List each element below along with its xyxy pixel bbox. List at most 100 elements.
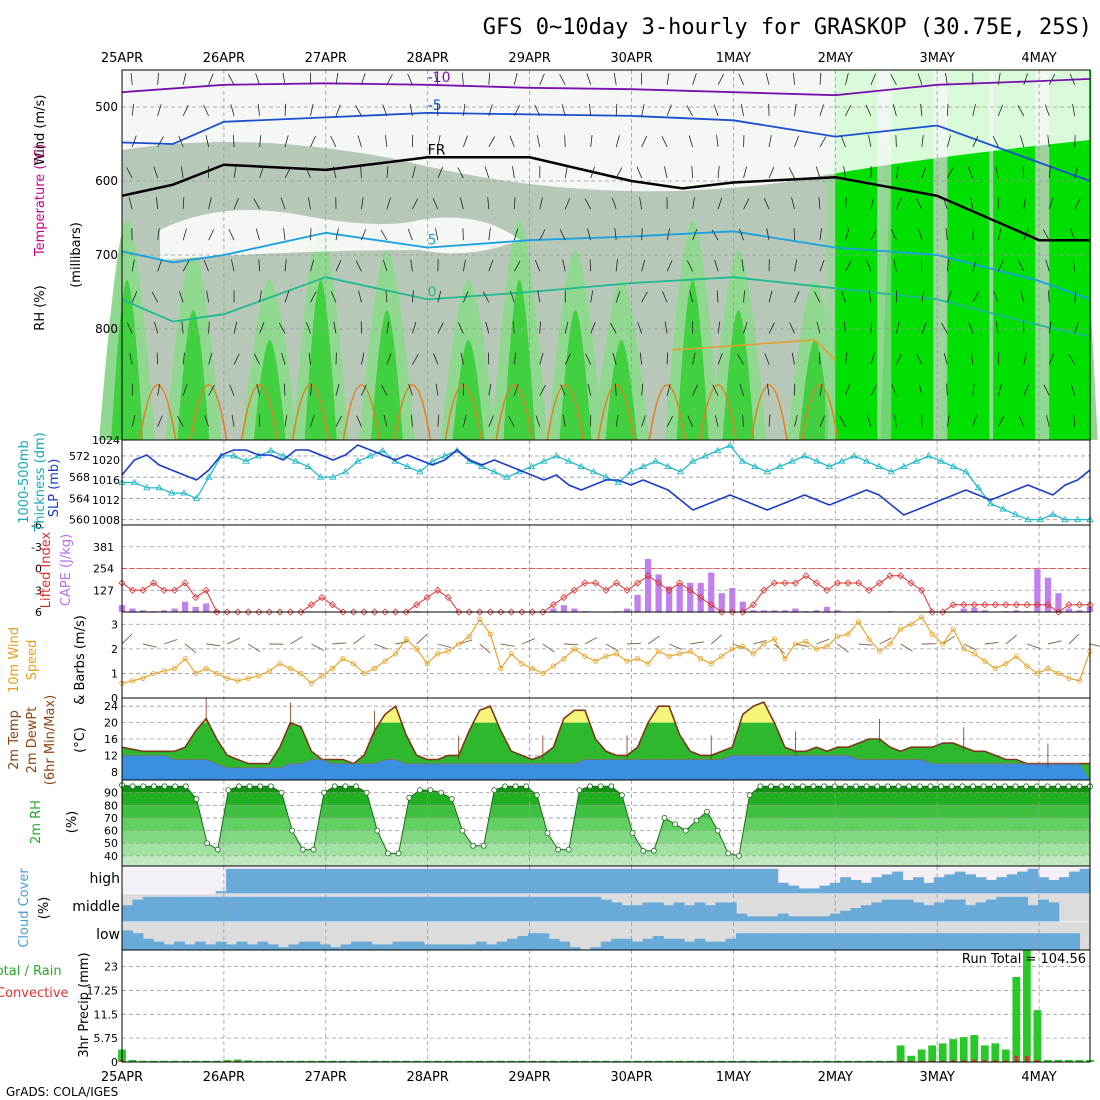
p1-wind-barb — [845, 260, 852, 272]
p1-wind-barb — [614, 228, 617, 241]
p7-cloud-low — [944, 933, 956, 950]
p6-rh-marker — [799, 783, 806, 790]
p7-cloud-high — [465, 868, 477, 894]
p4-speed-marker — [203, 665, 209, 672]
p1-wind-barb — [1048, 353, 1054, 365]
p1-wind-barb — [462, 103, 466, 116]
p7-cloud-low — [236, 941, 248, 950]
p1-wind-barb — [891, 229, 897, 241]
p2-thickness-marker — [167, 489, 176, 496]
p1-wind-barb — [1023, 73, 1028, 85]
p7-cloud-low — [652, 936, 664, 950]
p6-rh-marker — [278, 789, 285, 796]
p8-ytick-2: 11.5 — [94, 1008, 119, 1021]
p1-wind-barb — [870, 321, 873, 334]
p1-rh-plume-core — [370, 310, 403, 440]
p6-rh-marker — [576, 787, 583, 794]
p1-wind-barb — [488, 259, 494, 272]
panel-10m-wind: 0 1 2 3 — [111, 612, 1100, 705]
p3-cape-bar — [192, 606, 199, 612]
p7-cloud-low — [184, 944, 196, 950]
p1-wind-barb — [896, 321, 900, 334]
p7-cloud-low — [694, 938, 706, 950]
p6-rh-marker — [268, 783, 274, 790]
p7-cloud-high — [309, 868, 321, 894]
p1-ylabel-temp: Temperature (°C) — [33, 144, 48, 257]
p2-thickness-marker — [316, 473, 325, 480]
p7-cloud-low — [319, 944, 331, 950]
p1-wind-barb — [740, 104, 744, 116]
p1-wind-barb — [255, 73, 260, 85]
p1-wind-barb — [482, 291, 490, 303]
p1-wind-barb — [768, 414, 771, 427]
p1-wind-barb — [1072, 104, 1076, 116]
p3-cape-bar — [760, 610, 767, 612]
p4-ytick-3: 3 — [111, 618, 118, 631]
p5-temp-line — [121, 701, 1090, 765]
p8-total-bar — [591, 1060, 600, 1062]
p1-wind-barb — [870, 384, 878, 396]
p8-ytick-0: 0 — [111, 1056, 118, 1069]
p4-wind-barb — [690, 641, 705, 645]
bottom-date-1MAY: 1MAY — [716, 1070, 751, 1085]
p1-wind-barb — [945, 228, 948, 241]
p1-wind-barb — [716, 135, 719, 148]
p4-ylabel-1: 10m Wind — [7, 627, 22, 693]
p7-cloud-low — [923, 933, 935, 950]
p7-cloud-high — [663, 868, 675, 894]
p6-rh-marker — [608, 783, 615, 790]
p1-wind-barb — [691, 166, 694, 179]
p3-cape-tick-127: 127 — [93, 584, 114, 597]
p1-wind-barb — [131, 291, 138, 303]
p1-wind-barb — [768, 322, 775, 334]
p4-speed-marker — [550, 663, 556, 669]
p1-wind-barb — [1046, 414, 1050, 427]
p8-total-bar — [991, 1043, 1000, 1062]
p1-wind-barb — [1023, 228, 1029, 241]
p6-ylabel: 2m RH — [29, 800, 44, 844]
p1-wind-barb — [281, 352, 286, 365]
p3-li-marker — [149, 579, 158, 587]
p6-rh-marker — [533, 792, 540, 799]
p1-wind-barb — [153, 166, 159, 179]
p1-wind-barb — [181, 321, 184, 334]
p6-rh-marker — [619, 792, 625, 799]
p1-wind-barb — [893, 259, 897, 272]
footer-credit: GrADS: COLA/IGES — [6, 1085, 118, 1099]
p1-wind-barb — [437, 290, 442, 303]
p1-wind-barb — [1073, 414, 1076, 427]
p4-speed-marker — [129, 678, 136, 684]
p1-wind-barb — [972, 383, 975, 396]
p8-ytick-1: 5.75 — [94, 1032, 119, 1045]
p4-speed-marker — [645, 660, 651, 667]
p1-wind-barb — [921, 290, 925, 303]
p4-speed-marker — [382, 658, 388, 664]
p1-wind-barb — [794, 414, 798, 427]
p1-rh-plume-core — [559, 310, 592, 440]
p7-cloud-middle — [486, 896, 498, 922]
p3-li-marker — [802, 572, 810, 580]
p8-total-bar — [517, 1060, 526, 1062]
p7-cloud-middle — [340, 896, 352, 922]
p1-wind-barb — [283, 383, 286, 396]
p7-cloud-low — [278, 947, 290, 950]
p3-li-marker — [960, 601, 968, 609]
p7-cloud-middle — [371, 896, 383, 922]
p6-ytick-70: 70 — [104, 812, 118, 825]
p1-wind-barb — [128, 197, 133, 210]
p2-thickness-marker — [949, 462, 958, 469]
p7-cloud-middle — [527, 896, 539, 922]
p1-wind-barb — [714, 259, 719, 272]
p7-cloud-middle — [985, 899, 997, 922]
p1-wind-barb — [870, 73, 876, 85]
p1-isotherm-label--5: -5 — [428, 98, 442, 114]
p7-cloud-middle — [1048, 902, 1060, 922]
p3-cape-bar — [718, 593, 725, 612]
p3-cape-bar — [666, 586, 673, 612]
p1-wind-barb — [513, 104, 520, 117]
p2-thk-tick-564: 564 — [69, 492, 90, 505]
p6-rh-marker — [874, 783, 881, 790]
p1-wind-barb — [712, 384, 719, 396]
p3-li-marker — [1012, 601, 1020, 609]
